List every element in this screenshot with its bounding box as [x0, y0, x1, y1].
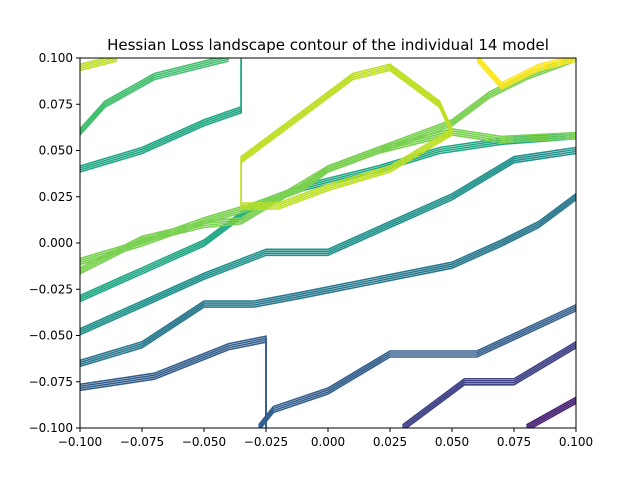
contour-line-level-0.35: [80, 199, 576, 368]
y-tick-label: 0.000: [39, 236, 73, 250]
x-tick-label: −0.075: [120, 435, 164, 449]
y-tick-label: 0.100: [39, 51, 73, 65]
contour-line-level-0.25: [258, 308, 576, 428]
contour-line-level-0.8: [80, 128, 576, 269]
contour-line-level-0.85: [240, 65, 454, 206]
contour-line-level-0.65: [80, 58, 229, 132]
y-axis: −0.100 −0.075 −0.050 −0.025 0.000 0.025 0.050 0…: [29, 51, 80, 435]
contour-line-level-0.9: [80, 58, 117, 68]
contour-line-level-0.25: [259, 310, 576, 428]
contour-line-level-0.95: [476, 58, 576, 88]
contour-line-level-0.25: [257, 304, 576, 426]
contour-line-level-0.05: [526, 400, 576, 428]
contour-line-level-0.15: [405, 347, 576, 428]
contour-lines: [80, 58, 576, 428]
y-tick-label: −0.075: [29, 375, 73, 389]
contour-line-level-0.3: [80, 341, 267, 428]
contour-line-level-0.65: [80, 58, 229, 134]
y-tick-label: −0.100: [29, 421, 73, 435]
contour-line-level-0.05: [526, 396, 576, 426]
contour-line-level-0.35: [80, 195, 576, 364]
x-tick-label: 0.075: [497, 435, 531, 449]
x-tick-label: 0.025: [373, 435, 407, 449]
contour-line-level-0.6: [80, 61, 242, 173]
contour-line-level-0.65: [80, 58, 221, 130]
chart-title: Hessian Loss landscape contour of the in…: [107, 36, 549, 54]
x-tick-label: −0.100: [58, 435, 102, 449]
contour-line-level-0.8: [80, 132, 576, 273]
contour-line-level-0.9: [80, 58, 109, 66]
contour-line-level-0.05: [530, 402, 576, 428]
contour-line-level-0.85: [240, 69, 454, 210]
contour-line-level-0.65: [80, 60, 229, 136]
contour-line-level-0.45: [80, 150, 576, 334]
x-tick-label: −0.025: [244, 435, 288, 449]
x-tick-label: 0.000: [311, 435, 345, 449]
contour-line-level-0.85: [240, 67, 454, 208]
contour-line-level-0.9: [80, 60, 118, 72]
contour-line-level-0.95: [476, 60, 576, 90]
y-tick-label: 0.025: [39, 190, 73, 204]
contour-line-level-0.15: [401, 341, 576, 426]
contour-line-level-0.15: [401, 343, 576, 428]
y-tick-label: −0.025: [29, 282, 73, 296]
contour-line-level-0.35: [80, 197, 576, 366]
x-tick-label: 0.050: [435, 435, 469, 449]
contour-line-level-0.45: [80, 146, 576, 330]
contour-line-level-0.95: [478, 58, 568, 84]
contour-line-level-0.25: [257, 306, 576, 428]
contour-line-level-0.8: [80, 130, 576, 271]
contour-line-level-0.8: [80, 134, 576, 275]
contour-line-level-0.35: [80, 193, 576, 362]
x-tick-label: 0.100: [559, 435, 593, 449]
contour-line-level-0.85: [240, 63, 454, 204]
contour-line-level-0.15: [402, 345, 576, 428]
contour-line-level-0.9: [80, 58, 118, 70]
contour-line-level-0.45: [80, 148, 576, 332]
x-tick-label: −0.050: [182, 435, 226, 449]
contour-line-level-0.95: [476, 58, 576, 86]
x-axis: −0.100 −0.075 −0.050 −0.025 0.000 0.025 0.050 0…: [58, 428, 593, 449]
contour-line-level-0.05: [526, 398, 576, 428]
contour-line-level-0.45: [80, 152, 576, 336]
y-tick-label: 0.075: [39, 97, 73, 111]
y-tick-label: −0.050: [29, 329, 73, 343]
y-tick-label: 0.050: [39, 144, 73, 158]
